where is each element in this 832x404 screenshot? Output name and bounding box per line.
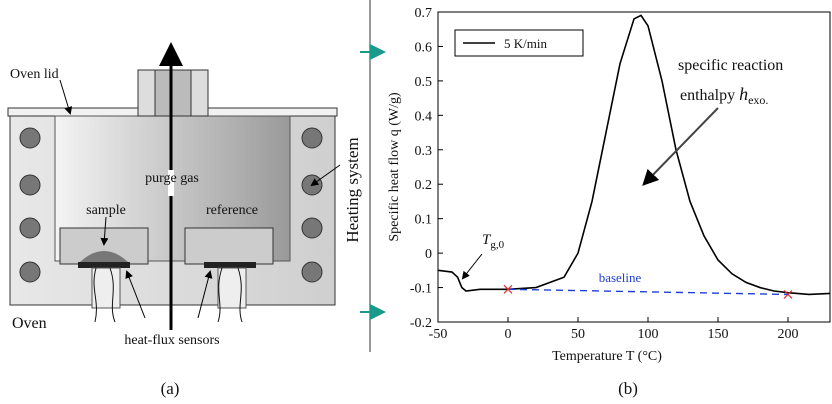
annotation-part: enthalpy	[680, 87, 735, 104]
x-tick-label: 0	[505, 327, 512, 342]
y-tick-label: 0.5	[415, 75, 433, 90]
label: purge gas	[145, 171, 199, 186]
label: Oven	[12, 315, 47, 332]
y-tick-label: 0.7	[415, 6, 433, 21]
label: sample	[86, 203, 126, 218]
label: reference	[206, 203, 258, 218]
line	[437, 14, 831, 296]
baseline	[507, 288, 789, 296]
caption: (a)	[161, 379, 180, 398]
y-tick-label: -0.1	[410, 282, 432, 297]
y-tick-label: 0.4	[415, 109, 433, 124]
annotation-part: h	[739, 84, 748, 104]
y-tick-label: 0.6	[415, 40, 433, 55]
plot-frame	[437, 11, 831, 323]
annotation-part: exo.	[748, 93, 768, 107]
label: Oven lid	[10, 67, 59, 82]
annotation: Tg,0	[482, 232, 505, 251]
x-tick-label: 50	[571, 327, 585, 342]
x-tick-label: -50	[429, 327, 448, 342]
label: heat-flux sensors	[124, 333, 219, 348]
annotation-part: T	[482, 232, 492, 248]
baseline-label: baseline	[599, 270, 642, 285]
annotation: enthalpy hexo.	[680, 84, 768, 107]
annotation-arrow	[461, 253, 483, 280]
label: Heating system	[343, 137, 362, 242]
annotation-part: g,0	[490, 239, 504, 251]
baseline-point	[783, 290, 793, 299]
y-tick-label: 0	[425, 247, 432, 262]
x-tick-label: 150	[708, 327, 729, 342]
x-tick-label: 200	[778, 327, 799, 342]
legend-label: 5 K/min	[504, 36, 547, 51]
y-tick-label: -0.2	[410, 316, 432, 331]
annotation-arrow	[642, 107, 719, 186]
y-tick-label: 0.1	[415, 213, 433, 228]
oven-diagram: Oven lid purge gas sample reference Heat…	[7, 0, 638, 398]
x-tick-label: 100	[638, 327, 659, 342]
y-tick-label: 0.3	[415, 144, 433, 159]
x-axis-label: Temperature T (°C)	[552, 349, 662, 364]
y-tick-label: 0.2	[415, 178, 433, 193]
annotation: specific reaction	[678, 57, 783, 74]
baseline-point	[503, 284, 513, 294]
caption: (b)	[618, 379, 638, 398]
y-axis-label: Specific heat flow q (W/g)	[387, 92, 402, 242]
